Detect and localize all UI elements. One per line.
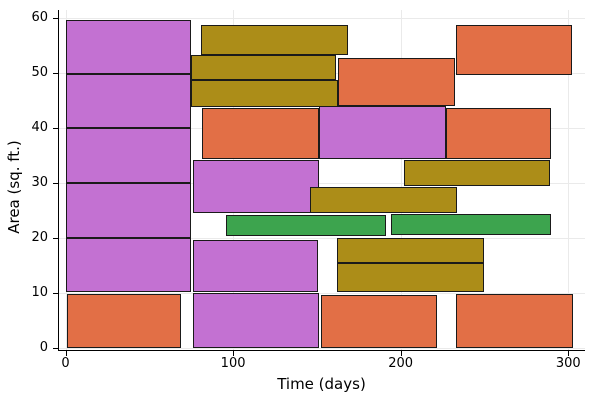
- x-tick-mark: [233, 351, 235, 356]
- x-gridline: [568, 10, 570, 350]
- packing-rect-purple: [319, 106, 446, 159]
- packing-rect-gold: [310, 186, 457, 213]
- packing-rect-purple: [192, 239, 318, 292]
- x-tick-mark: [400, 351, 402, 356]
- y-tick-label: 0: [39, 340, 48, 356]
- x-tick-label: 100: [220, 356, 246, 371]
- packing-rect-purple: [65, 238, 192, 293]
- packing-rect-purple: [192, 160, 320, 213]
- packing-rect-orange: [455, 24, 573, 75]
- packing-rect-gold: [337, 238, 484, 264]
- packing-rect-gold: [337, 263, 484, 292]
- rects-layer: [58, 10, 585, 350]
- packing-rect-purple: [65, 128, 192, 183]
- plot-area: [58, 10, 585, 351]
- packing-rect-gold: [191, 79, 338, 107]
- x-gridline: [400, 10, 402, 350]
- packing-rect-purple: [65, 73, 192, 129]
- packing-rect-green: [226, 215, 387, 237]
- x-axis-label: Time (days): [277, 375, 366, 393]
- packing-rect-purple: [192, 292, 319, 349]
- packing-rect-gold: [191, 55, 337, 80]
- packing-rect-orange: [321, 294, 437, 349]
- packing-rect-gold: [404, 160, 550, 187]
- y-axis-label: Area (sq. ft.): [5, 140, 23, 234]
- y-tick-label: 10: [31, 285, 48, 301]
- y-gridline: [58, 293, 585, 295]
- y-tick-label: 60: [31, 10, 48, 26]
- packing-rect-purple: [65, 20, 192, 74]
- x-tick-label: 0: [61, 356, 70, 371]
- y-gridline: [58, 183, 585, 185]
- packing-rect-orange: [337, 57, 456, 107]
- packing-rect-orange: [445, 108, 551, 159]
- x-tick-mark: [568, 351, 570, 356]
- y-gridline: [58, 18, 585, 20]
- x-tick-label: 300: [555, 356, 581, 371]
- x-tick-label: 200: [388, 356, 414, 371]
- y-gridline: [58, 348, 585, 350]
- packing-rect-purple: [65, 182, 192, 239]
- x-tick-mark: [65, 351, 67, 356]
- packing-rect-gold: [201, 25, 348, 55]
- y-tick-label: 50: [31, 65, 48, 81]
- y-gridline: [58, 238, 585, 240]
- packing-rect-green: [390, 214, 551, 235]
- packing-rect-orange: [67, 294, 182, 349]
- packing-rect-orange: [455, 294, 574, 349]
- packing-rect-orange: [202, 107, 320, 160]
- y-axis-spine: [58, 10, 59, 350]
- x-axis-spine: [58, 350, 585, 351]
